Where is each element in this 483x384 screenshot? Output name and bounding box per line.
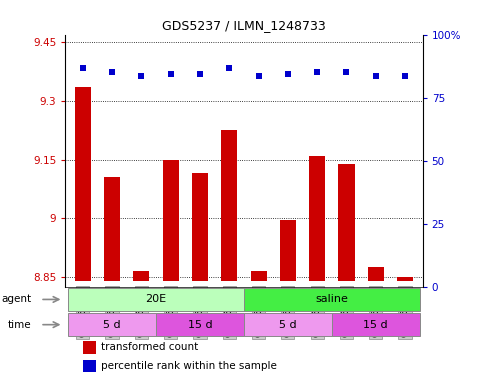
Bar [104, 177, 120, 281]
Point [284, 71, 292, 77]
Bar [368, 267, 384, 281]
Bar [83, 360, 96, 372]
Text: time: time [8, 319, 31, 330]
Text: saline: saline [315, 295, 348, 305]
Point [401, 73, 409, 79]
Point [313, 69, 321, 75]
Bar [163, 161, 179, 281]
Bar [397, 277, 413, 281]
Bar [68, 313, 156, 336]
Bar [244, 288, 420, 311]
Point [372, 73, 380, 79]
Bar [339, 164, 355, 281]
Text: 15 d: 15 d [188, 319, 213, 330]
Point [138, 73, 145, 79]
Bar [156, 313, 244, 336]
Point [342, 69, 350, 75]
Title: GDS5237 / ILMN_1248733: GDS5237 / ILMN_1248733 [162, 19, 326, 32]
Bar [133, 271, 149, 281]
Point [226, 65, 233, 71]
Text: transformed count: transformed count [101, 343, 198, 353]
Point [196, 71, 204, 77]
Bar [68, 288, 244, 311]
Text: percentile rank within the sample: percentile rank within the sample [101, 361, 277, 371]
Point [108, 69, 116, 75]
Bar [309, 156, 325, 281]
Bar [244, 313, 332, 336]
Text: 5 d: 5 d [279, 319, 297, 330]
Bar [332, 313, 420, 336]
Bar [83, 341, 96, 354]
Text: 15 d: 15 d [363, 319, 388, 330]
Text: agent: agent [1, 295, 31, 305]
Bar [192, 174, 208, 281]
Text: 5 d: 5 d [103, 319, 121, 330]
Point [167, 71, 174, 77]
Text: 20E: 20E [145, 295, 167, 305]
Bar [75, 87, 91, 281]
Bar [280, 220, 296, 281]
Point [255, 73, 262, 79]
Bar [251, 271, 267, 281]
Point [79, 65, 86, 71]
Bar [221, 131, 237, 281]
